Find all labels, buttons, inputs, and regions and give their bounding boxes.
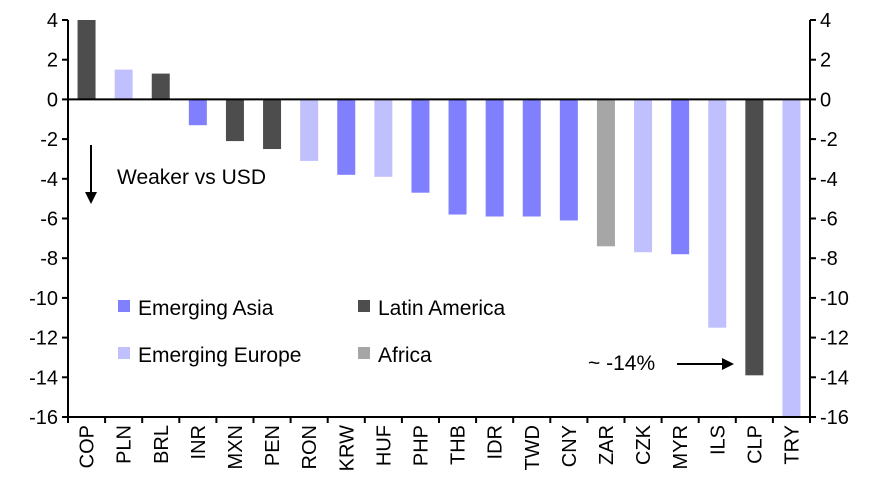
x-tick-label: CLP [744, 425, 766, 464]
y-tick-label-left: -4 [40, 169, 58, 191]
bar-ron [300, 99, 319, 161]
x-tick-label: TWD [522, 425, 544, 471]
y-tick-label-left: -8 [40, 248, 58, 270]
x-tick-label: IDR [485, 425, 507, 459]
y-tick-label-right: -10 [820, 288, 849, 310]
y-tick-label-right: -4 [820, 169, 838, 191]
legend-label: Latin America [378, 297, 506, 320]
legend-label: Emerging Asia [138, 297, 274, 320]
right-arrowhead-icon [722, 358, 734, 370]
bar-czk [634, 99, 653, 253]
y-tick-label-right: 2 [820, 50, 831, 72]
x-tick-label: MYR [670, 425, 692, 469]
x-tick-label: CNY [559, 425, 581, 467]
x-tick-label: ILS [707, 425, 729, 455]
bar-twd [522, 99, 541, 217]
bar-pen [263, 99, 282, 150]
bar-cop [77, 20, 96, 100]
x-tick-label: INR [188, 425, 210, 459]
legend-swatch [118, 347, 130, 359]
bar-krw [337, 99, 356, 175]
bar-huf [374, 99, 393, 177]
x-tick-label: THB [448, 425, 470, 465]
y-tick-label-left: 0 [47, 89, 58, 111]
y-tick-label-right: -16 [820, 407, 849, 429]
bar-idr [485, 99, 504, 217]
bar-php [411, 99, 430, 193]
x-tick-label: ZAR [596, 425, 618, 465]
bar-ils [708, 99, 727, 328]
y-tick-label-right: 0 [820, 89, 831, 111]
down-arrowhead-icon [85, 192, 97, 204]
x-tick-label: PLN [114, 425, 136, 464]
x-tick-label: COP [77, 425, 99, 468]
bar-cny [559, 99, 578, 221]
x-tick-label: HUF [373, 425, 395, 466]
y-tick-label-left: -10 [29, 288, 58, 310]
y-tick-label-left: -2 [40, 129, 58, 151]
bar-mxn [225, 99, 244, 142]
x-tick-label: PHP [410, 425, 432, 466]
legend-label: Emerging Europe [138, 344, 301, 367]
x-tick-label: BRL [151, 425, 173, 464]
legend-swatch [118, 300, 130, 312]
x-tick-label: CZK [633, 424, 655, 465]
y-tick-label-right: -8 [820, 248, 838, 270]
y-tick-label-left: 4 [47, 10, 58, 32]
bar-clp [745, 99, 764, 376]
x-tick-label: TRY [781, 425, 803, 465]
x-tick-label: MXN [225, 425, 247, 469]
x-tick-label: RON [299, 425, 321, 469]
annotation-weaker: Weaker vs USD [117, 166, 266, 189]
x-tick-label: KRW [336, 425, 358, 471]
legend-swatch [358, 347, 370, 359]
y-tick-label-left: -6 [40, 209, 58, 231]
y-tick-label-left: -14 [29, 367, 58, 389]
bar-myr [671, 99, 690, 255]
annotation-clp: ~ -14% [588, 352, 655, 375]
y-tick-label-right: -12 [820, 328, 849, 350]
y-tick-label-left: 2 [47, 50, 58, 72]
x-tick-label: PEN [262, 425, 284, 466]
bar-pln [114, 69, 133, 100]
y-tick-label-left: -16 [29, 407, 58, 429]
y-tick-label-right: -14 [820, 367, 849, 389]
bar-thb [448, 99, 467, 215]
bar-zar [596, 99, 615, 247]
y-tick-label-right: -2 [820, 129, 838, 151]
y-tick-label-right: 4 [820, 10, 831, 32]
bar-brl [151, 73, 170, 100]
y-tick-label-right: -6 [820, 209, 838, 231]
y-tick-label-left: -12 [29, 328, 58, 350]
bar-try [782, 99, 801, 418]
legend-label: Africa [378, 344, 432, 367]
legend-swatch [358, 300, 370, 312]
bar-inr [188, 99, 207, 126]
